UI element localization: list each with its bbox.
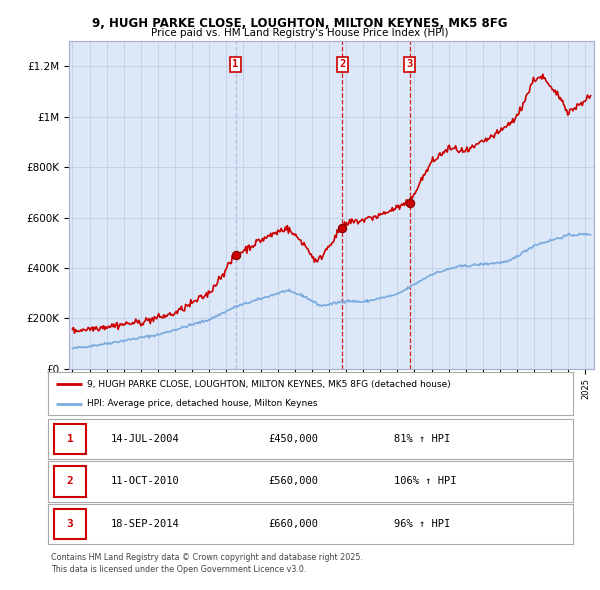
Text: Price paid vs. HM Land Registry's House Price Index (HPI): Price paid vs. HM Land Registry's House … <box>151 28 449 38</box>
Text: Contains HM Land Registry data © Crown copyright and database right 2025.
This d: Contains HM Land Registry data © Crown c… <box>51 553 363 573</box>
Text: 3: 3 <box>407 59 413 69</box>
Text: £660,000: £660,000 <box>269 519 319 529</box>
Text: 106% ↑ HPI: 106% ↑ HPI <box>395 477 457 486</box>
Text: 9, HUGH PARKE CLOSE, LOUGHTON, MILTON KEYNES, MK5 8FG (detached house): 9, HUGH PARKE CLOSE, LOUGHTON, MILTON KE… <box>88 380 451 389</box>
FancyBboxPatch shape <box>54 466 86 497</box>
Text: 3: 3 <box>67 519 73 529</box>
Text: 81% ↑ HPI: 81% ↑ HPI <box>395 434 451 444</box>
Text: 2: 2 <box>340 59 346 69</box>
Text: 14-JUL-2004: 14-JUL-2004 <box>111 434 180 444</box>
Text: £560,000: £560,000 <box>269 477 319 486</box>
Text: 96% ↑ HPI: 96% ↑ HPI <box>395 519 451 529</box>
FancyBboxPatch shape <box>54 509 86 539</box>
Text: 9, HUGH PARKE CLOSE, LOUGHTON, MILTON KEYNES, MK5 8FG: 9, HUGH PARKE CLOSE, LOUGHTON, MILTON KE… <box>92 17 508 30</box>
Text: 18-SEP-2014: 18-SEP-2014 <box>111 519 180 529</box>
Text: 1: 1 <box>67 434 73 444</box>
Text: HPI: Average price, detached house, Milton Keynes: HPI: Average price, detached house, Milt… <box>88 399 318 408</box>
Text: 11-OCT-2010: 11-OCT-2010 <box>111 477 180 486</box>
Text: 1: 1 <box>232 59 239 69</box>
Text: 2: 2 <box>67 477 73 486</box>
Text: £450,000: £450,000 <box>269 434 319 444</box>
FancyBboxPatch shape <box>54 424 86 454</box>
